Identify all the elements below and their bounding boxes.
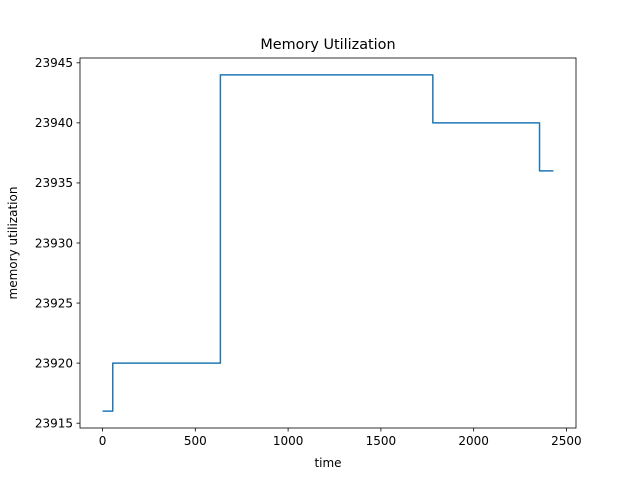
y-tick-label: 23945 <box>35 56 73 70</box>
y-tick-label: 23935 <box>35 176 73 190</box>
y-tick-label: 23930 <box>35 236 73 250</box>
x-tick-label: 500 <box>184 434 207 448</box>
x-tick-label: 2000 <box>458 434 489 448</box>
series-line <box>102 74 554 412</box>
plot-area <box>102 74 554 412</box>
y-axis-label: memory utilization <box>6 187 20 300</box>
y-tick-label: 23915 <box>35 416 73 430</box>
y-tick-label: 23925 <box>35 296 73 310</box>
chart-title: Memory Utilization <box>260 37 395 53</box>
x-tick-label: 2500 <box>551 434 582 448</box>
y-tick-label: 23940 <box>35 116 73 130</box>
x-tick-label: 0 <box>99 434 107 448</box>
x-tick-label: 1500 <box>366 434 397 448</box>
x-tick-label: 1000 <box>273 434 304 448</box>
y-axis: 23915 23920 23925 23930 23935 23940 23945 <box>35 56 80 430</box>
y-tick-label: 23920 <box>35 356 73 370</box>
x-axis-label: time <box>314 456 341 470</box>
x-axis: 0 500 1000 1500 2000 2500 <box>99 428 582 448</box>
